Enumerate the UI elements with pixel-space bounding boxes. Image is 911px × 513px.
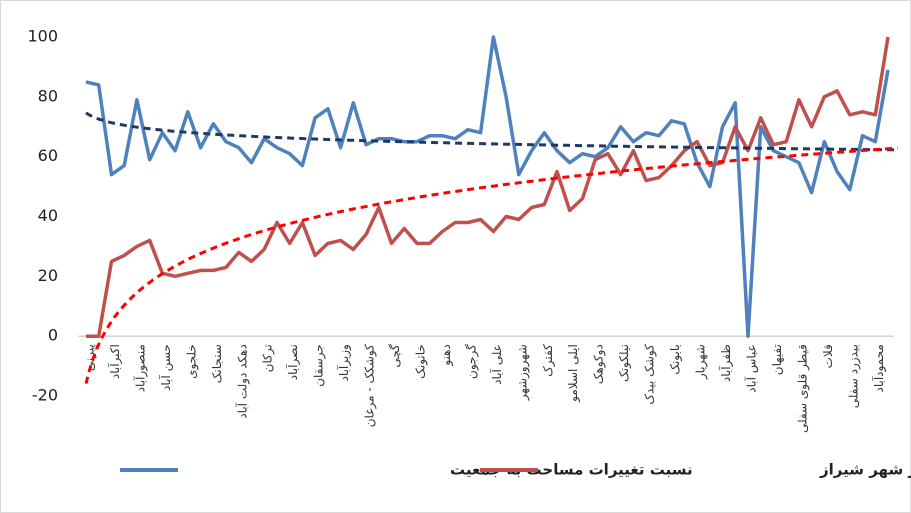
- x-tick-label: خلجوی: [184, 344, 199, 379]
- y-tick-label: 80: [38, 86, 58, 105]
- x-tick-label: خاتونک: [413, 344, 428, 379]
- series-line: [86, 36, 890, 338]
- x-tick-label: بیدزرد سفلی: [846, 344, 861, 408]
- y-tick-label: 20: [38, 266, 58, 285]
- x-tick-label: محمودآباد: [871, 344, 887, 392]
- x-tick-label: دهنو: [439, 344, 454, 367]
- y-tick-label: 100: [27, 27, 58, 46]
- x-tick-label: بابونک: [668, 344, 683, 375]
- y-tick-label: -20: [32, 386, 58, 405]
- x-tick-label: علی آباد: [489, 344, 504, 385]
- x-tick-label: وزیرآباد: [336, 344, 352, 381]
- x-tick-label: دهکد دولت آباد: [234, 344, 250, 418]
- trend-line: [85, 111, 898, 152]
- x-tick-label: گرجون: [464, 344, 479, 379]
- x-tick-label: منصورآباد: [132, 344, 148, 392]
- x-tick-label: حسن آباد: [158, 344, 174, 391]
- y-tick-label: 0: [48, 326, 58, 345]
- x-tick-label: نصرآباد: [285, 344, 301, 380]
- x-tick-label: قیطر قلوی سفلی: [795, 344, 810, 433]
- x-tick-label: گچی: [388, 344, 402, 368]
- series-line: [85, 35, 890, 338]
- y-tick-label: 60: [38, 146, 58, 165]
- x-tick-label: شهروزشهر: [515, 344, 530, 401]
- x-tick-label: ظفرآباد: [718, 344, 734, 382]
- x-tick-label: کوشک بیدک: [643, 344, 658, 405]
- x-tick-label: ترکان: [261, 344, 276, 372]
- x-tick-label: سنجانک: [210, 344, 224, 383]
- x-tick-label: شهریار: [694, 344, 709, 380]
- x-tick-label: قلات: [821, 344, 835, 368]
- y-tick-label: 40: [38, 206, 58, 225]
- x-tick-label: جرسقان: [312, 344, 327, 387]
- x-tick-label: پیرنی: [83, 344, 98, 371]
- x-tick-label: تفیهان: [770, 344, 784, 375]
- x-tick-label: عباس آباد: [743, 344, 759, 393]
- x-tick-label: کفترک: [541, 344, 556, 377]
- x-tick-label: کوشکک - مرغان: [363, 344, 378, 427]
- x-tick-label: نیلکوتک: [617, 344, 632, 382]
- x-tick-label: اکبرآباد: [107, 344, 123, 379]
- legend-label: نسبت تغییرات مساحت به جمعیت: [450, 461, 693, 479]
- legend-label: فاصله سکونت‌گاه از مرکز شهر شیراز: [819, 461, 911, 479]
- trend-line: [84, 146, 898, 384]
- x-tick-label: دوکوهک: [592, 344, 607, 384]
- x-tick-label: ایلی اسلامو: [566, 344, 581, 403]
